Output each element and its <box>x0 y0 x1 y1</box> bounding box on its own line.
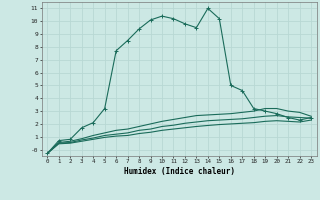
X-axis label: Humidex (Indice chaleur): Humidex (Indice chaleur) <box>124 167 235 176</box>
